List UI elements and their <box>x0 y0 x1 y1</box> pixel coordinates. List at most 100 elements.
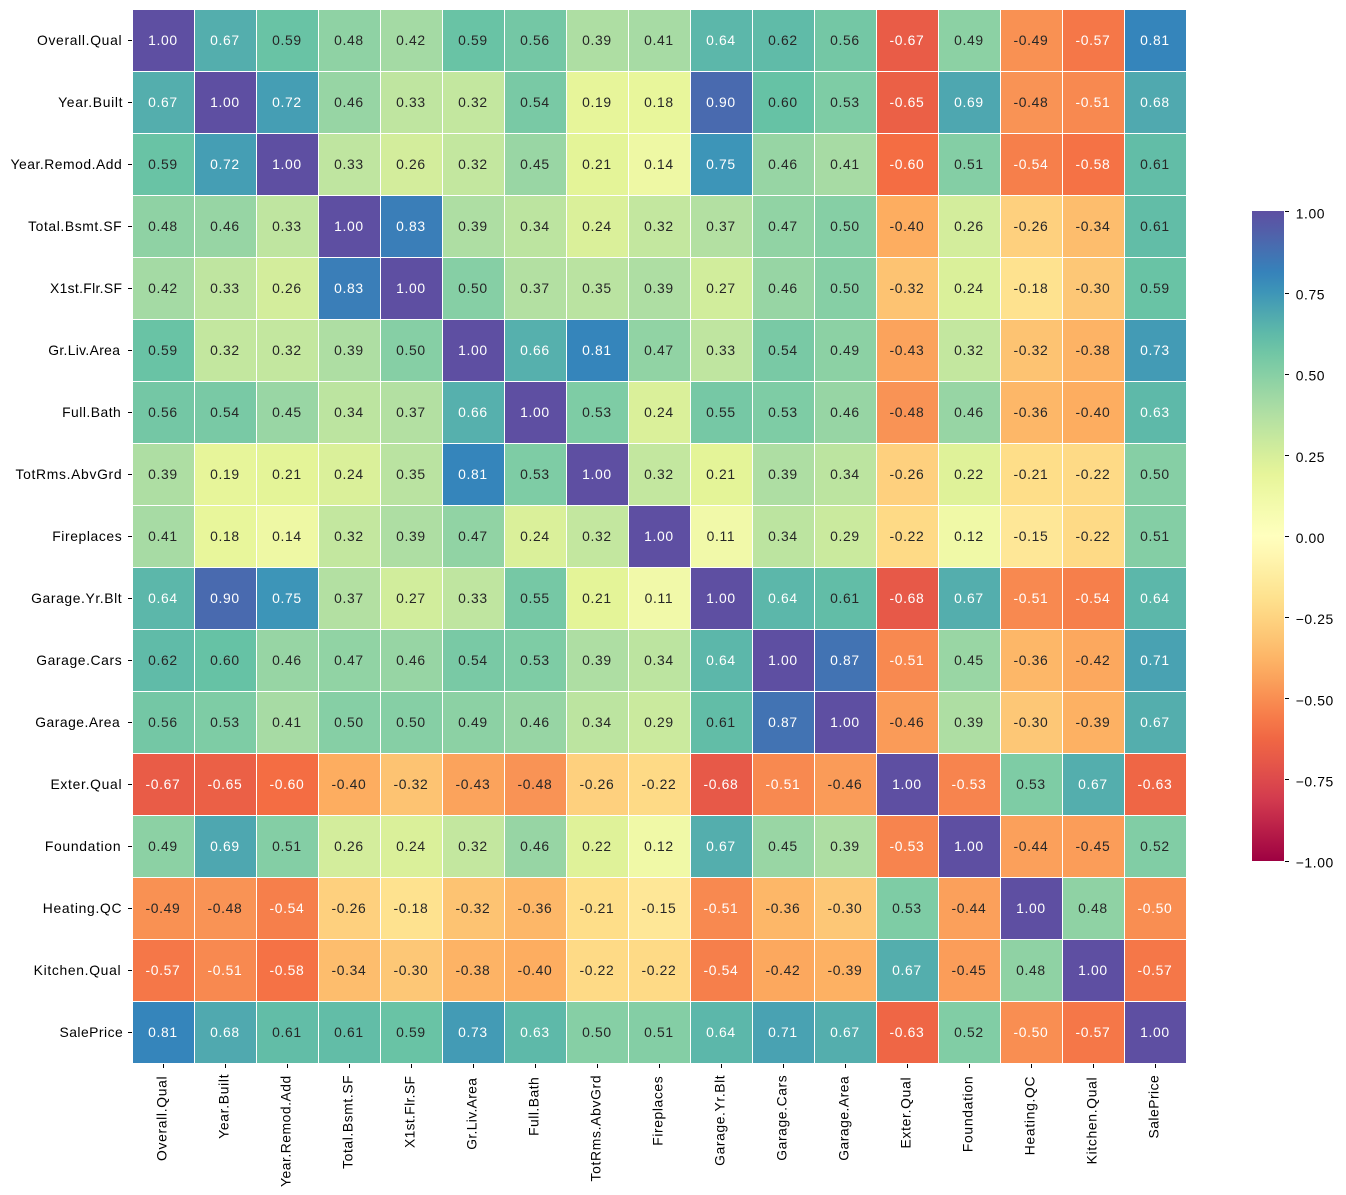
svg-text:Kitchen.Qual: Kitchen.Qual <box>34 962 122 978</box>
svg-text:1.00: 1.00 <box>706 590 736 606</box>
svg-text:0.33: 0.33 <box>272 218 302 234</box>
svg-text:0.61: 0.61 <box>1140 218 1170 234</box>
svg-text:Gr.Liv.Area: Gr.Liv.Area <box>464 1078 480 1150</box>
svg-text:0.39: 0.39 <box>768 466 798 482</box>
svg-text:0.24: 0.24 <box>954 280 984 296</box>
svg-text:0.71: 0.71 <box>768 1024 798 1040</box>
svg-text:0.39: 0.39 <box>644 280 674 296</box>
svg-text:-0.39: -0.39 <box>1076 714 1111 730</box>
svg-text:-0.40: -0.40 <box>518 962 553 978</box>
svg-text:0.53: 0.53 <box>892 900 922 916</box>
svg-text:-0.45: -0.45 <box>1076 838 1111 854</box>
svg-text:0.41: 0.41 <box>148 528 178 544</box>
svg-text:0.45: 0.45 <box>520 156 550 172</box>
svg-text:0.50: 0.50 <box>334 714 364 730</box>
svg-text:0.29: 0.29 <box>830 528 860 544</box>
svg-text:Gr.Liv.Area: Gr.Liv.Area <box>48 342 120 358</box>
svg-text:Full.Bath: Full.Bath <box>62 404 121 420</box>
svg-text:1.00: 1.00 <box>272 156 302 172</box>
svg-text:0.12: 0.12 <box>644 838 674 854</box>
svg-text:0.33: 0.33 <box>210 280 240 296</box>
svg-text:0.47: 0.47 <box>768 218 798 234</box>
svg-text:0.46: 0.46 <box>520 838 550 854</box>
svg-text:Garage.Cars: Garage.Cars <box>774 1075 790 1161</box>
svg-text:0.45: 0.45 <box>954 652 984 668</box>
svg-text:-0.51: -0.51 <box>208 962 243 978</box>
svg-text:-0.32: -0.32 <box>456 900 491 916</box>
svg-text:0.50: 0.50 <box>830 280 860 296</box>
svg-text:0.34: 0.34 <box>520 218 550 234</box>
svg-text:0.34: 0.34 <box>768 528 798 544</box>
svg-text:0.21: 0.21 <box>582 590 612 606</box>
svg-text:0.54: 0.54 <box>458 652 488 668</box>
svg-text:0.39: 0.39 <box>396 528 426 544</box>
svg-text:-0.36: -0.36 <box>1014 652 1049 668</box>
svg-text:0.59: 0.59 <box>396 1024 426 1040</box>
svg-text:0.47: 0.47 <box>644 342 674 358</box>
svg-text:-0.21: -0.21 <box>580 900 615 916</box>
svg-text:1.00: 1.00 <box>1296 205 1325 221</box>
svg-text:0.83: 0.83 <box>396 218 426 234</box>
svg-text:0.24: 0.24 <box>644 404 674 420</box>
svg-text:Year.Built: Year.Built <box>58 94 123 110</box>
svg-text:0.81: 0.81 <box>148 1024 178 1040</box>
svg-text:0.26: 0.26 <box>334 838 364 854</box>
svg-text:-0.30: -0.30 <box>394 962 429 978</box>
svg-text:1.00: 1.00 <box>1140 1024 1170 1040</box>
svg-text:0.33: 0.33 <box>334 156 364 172</box>
svg-text:0.12: 0.12 <box>954 528 984 544</box>
svg-text:-0.38: -0.38 <box>1076 342 1111 358</box>
svg-text:-0.68: -0.68 <box>704 776 739 792</box>
svg-text:-0.22: -0.22 <box>1076 528 1111 544</box>
svg-text:0.47: 0.47 <box>458 528 488 544</box>
svg-text:0.27: 0.27 <box>396 590 426 606</box>
svg-text:-0.30: -0.30 <box>1076 280 1111 296</box>
svg-text:-0.60: -0.60 <box>890 156 925 172</box>
svg-text:0.59: 0.59 <box>1140 280 1170 296</box>
svg-text:-0.46: -0.46 <box>890 714 925 730</box>
svg-text:Heating.QC: Heating.QC <box>1022 1076 1038 1156</box>
svg-text:0.33: 0.33 <box>706 342 736 358</box>
svg-text:-0.65: -0.65 <box>208 776 243 792</box>
svg-text:0.67: 0.67 <box>954 590 984 606</box>
svg-text:0.59: 0.59 <box>272 32 302 48</box>
svg-text:0.49: 0.49 <box>458 714 488 730</box>
svg-text:-0.58: -0.58 <box>270 962 305 978</box>
svg-text:0.42: 0.42 <box>148 280 178 296</box>
svg-text:Fireplaces: Fireplaces <box>650 1076 666 1146</box>
svg-text:0.54: 0.54 <box>210 404 240 420</box>
svg-text:-0.54: -0.54 <box>1014 156 1049 172</box>
svg-text:0.53: 0.53 <box>830 94 860 110</box>
svg-text:-0.38: -0.38 <box>456 962 491 978</box>
svg-text:0.67: 0.67 <box>1078 776 1108 792</box>
svg-text:0.00: 0.00 <box>1296 530 1325 546</box>
svg-text:0.11: 0.11 <box>645 590 674 606</box>
svg-text:0.25: 0.25 <box>1296 449 1325 465</box>
svg-text:0.39: 0.39 <box>582 652 612 668</box>
svg-text:0.54: 0.54 <box>768 342 798 358</box>
svg-text:Garage.Area: Garage.Area <box>836 1076 852 1161</box>
svg-text:-0.30: -0.30 <box>828 900 863 916</box>
svg-text:0.48: 0.48 <box>1078 900 1108 916</box>
svg-text:0.34: 0.34 <box>830 466 860 482</box>
svg-text:SalePrice: SalePrice <box>1146 1075 1162 1139</box>
svg-text:0.72: 0.72 <box>272 94 302 110</box>
svg-text:0.67: 0.67 <box>1140 714 1170 730</box>
svg-text:-0.46: -0.46 <box>828 776 863 792</box>
svg-text:0.32: 0.32 <box>644 466 674 482</box>
svg-text:1.00: 1.00 <box>768 652 798 668</box>
svg-text:Year.Built: Year.Built <box>216 1074 232 1139</box>
svg-text:-0.44: -0.44 <box>1014 838 1049 854</box>
svg-text:-0.50: -0.50 <box>1138 900 1173 916</box>
svg-text:-0.22: -0.22 <box>1076 466 1111 482</box>
svg-text:-0.49: -0.49 <box>146 900 181 916</box>
svg-text:Garage.Yr.Blt: Garage.Yr.Blt <box>31 590 122 606</box>
svg-text:-0.67: -0.67 <box>890 32 925 48</box>
svg-text:-0.26: -0.26 <box>332 900 367 916</box>
svg-text:-0.65: -0.65 <box>890 94 925 110</box>
svg-text:0.22: 0.22 <box>954 466 984 482</box>
svg-text:0.50: 0.50 <box>1296 368 1325 384</box>
svg-text:-0.58: -0.58 <box>1076 156 1111 172</box>
svg-text:-0.51: -0.51 <box>766 776 801 792</box>
svg-text:0.50: 0.50 <box>1140 466 1170 482</box>
